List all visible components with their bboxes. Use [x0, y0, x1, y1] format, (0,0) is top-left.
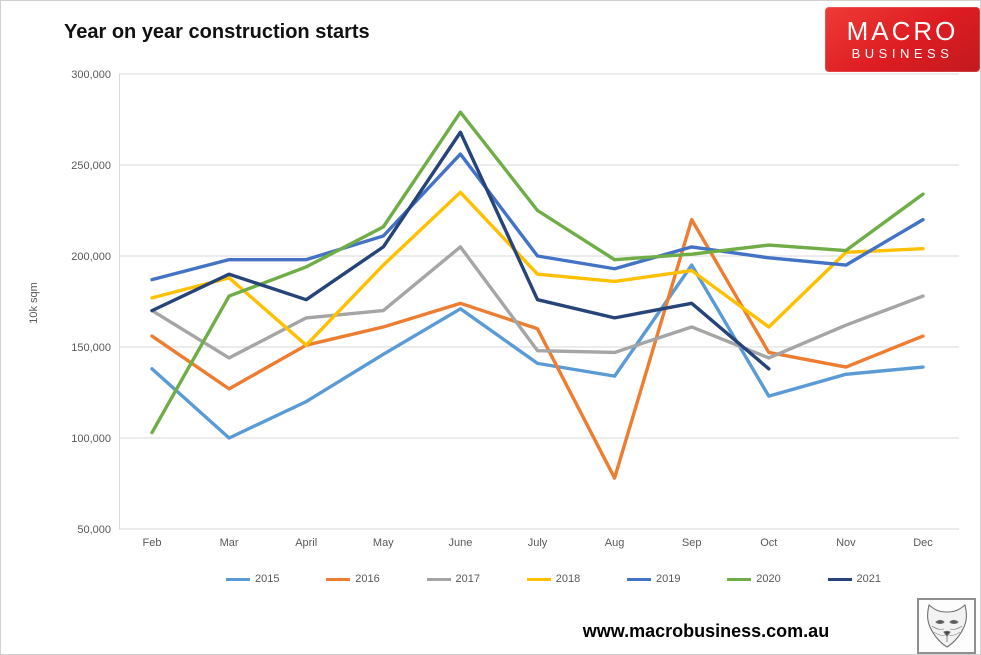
y-tick-label: 150,000 — [71, 342, 111, 354]
legend-label-2017: 2017 — [455, 573, 480, 585]
series-line-2021 — [150, 130, 771, 371]
logo-text-business: BUSINESS — [851, 45, 954, 61]
chart-legend: 2015 2016 2017 2018 2019 2020 2021 — [226, 571, 881, 587]
legend-item-2020: 2020 — [727, 573, 781, 585]
legend-swatch-2015 — [226, 577, 250, 581]
legend-item-2015: 2015 — [226, 573, 279, 585]
legend-item-2016: 2016 — [326, 573, 380, 585]
legend-label-2019: 2019 — [656, 573, 681, 585]
y-tick-label: 300,000 — [71, 69, 111, 81]
series-line-2015 — [150, 263, 925, 440]
legend-swatch-2016 — [326, 577, 351, 581]
y-tick-label: 250,000 — [71, 160, 111, 172]
series-line-2017 — [150, 245, 925, 360]
legend-item-2021: 2021 — [827, 573, 881, 585]
logo-text-macro: MACRO — [846, 15, 959, 46]
legend-swatch-2018 — [526, 577, 551, 581]
legend-item-2019: 2019 — [627, 573, 680, 585]
y-tick-label: 200,000 — [71, 251, 111, 263]
x-tick-label: Aug — [605, 537, 625, 549]
legend-label-2016: 2016 — [355, 573, 380, 585]
x-tick-label: June — [448, 537, 472, 549]
x-tick-label: Mar — [220, 537, 239, 549]
legend-swatch-2020 — [727, 577, 752, 581]
x-tick-label: July — [528, 537, 548, 549]
legend-label-2021: 2021 — [856, 573, 881, 585]
x-tick-label: Nov — [836, 537, 856, 549]
fox-logo-box — [917, 598, 976, 654]
y-axis-title: 10k sqm — [28, 282, 40, 324]
x-tick-label: Dec — [913, 537, 933, 549]
legend-label-2018: 2018 — [555, 573, 581, 585]
legend-label-2020: 2020 — [756, 573, 781, 585]
y-tick-label: 50,000 — [77, 524, 111, 536]
x-tick-label: Sep — [682, 537, 702, 549]
series-line-2016 — [150, 217, 925, 480]
legend-swatch-2017 — [426, 577, 451, 581]
fox-icon — [926, 604, 967, 648]
x-tick-label: April — [295, 537, 317, 549]
legend-item-2018: 2018 — [526, 573, 581, 585]
macrobusiness-logo: MACRO BUSINESS — [825, 7, 980, 72]
series-line-2019 — [150, 152, 925, 282]
x-tick-label: Oct — [760, 537, 777, 549]
y-tick-label: 100,000 — [71, 433, 111, 445]
x-tick-label: May — [373, 537, 394, 549]
website-url: www.macrobusiness.com.au — [582, 621, 830, 641]
x-tick-label: Feb — [143, 537, 162, 549]
legend-swatch-2021 — [827, 577, 852, 581]
series-line-2018 — [150, 190, 925, 347]
series-line-2020 — [150, 110, 925, 435]
legend-item-2017: 2017 — [426, 573, 480, 585]
page-title: Year on year construction starts — [64, 21, 370, 43]
legend-swatch-2019 — [627, 577, 651, 581]
legend-label-2015: 2015 — [255, 573, 280, 585]
